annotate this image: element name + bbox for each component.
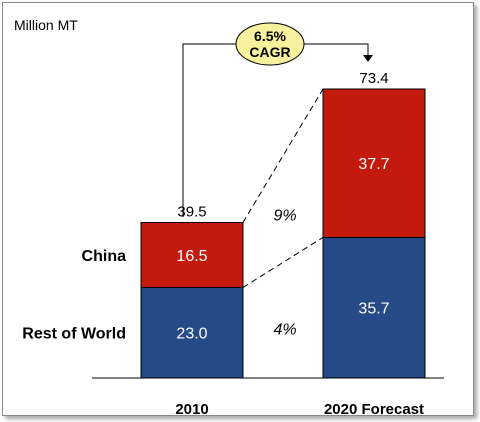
- series-label-rest-of-world: Rest of World: [22, 326, 126, 343]
- bar-rest-of-world-2010: [140, 286, 244, 379]
- x-tick-2010: 2010: [175, 401, 208, 418]
- total-label-2010: 39.5: [177, 203, 206, 220]
- cagr-rate: 6.5%: [254, 28, 286, 44]
- connector-line-segment-boundary: [242, 237, 324, 288]
- data-label-rest-of-world-2020-forecast: 35.7: [358, 301, 389, 318]
- x-tick-2020-forecast: 2020 Forecast: [324, 401, 424, 418]
- total-label-2020-forecast: 73.4: [359, 70, 388, 87]
- bar-china-2010: [140, 221, 244, 288]
- series-label-china: China: [82, 248, 127, 265]
- cagr-label: CAGR: [249, 44, 290, 60]
- bar-rest-of-world-2020-forecast: [322, 236, 426, 379]
- cagr-callout: 6.5% CAGR: [235, 22, 305, 66]
- unit-label: Million MT: [14, 17, 78, 33]
- data-label-china-2020-forecast: 37.7: [358, 156, 389, 173]
- bar-china-2020-forecast: [322, 88, 426, 238]
- growth-rate-rest-of-world: 4%: [273, 322, 296, 339]
- data-label-rest-of-world-2010: 23.0: [176, 326, 207, 343]
- data-label-china-2010: 16.5: [176, 248, 207, 265]
- connector-line-top: [242, 88, 324, 223]
- growth-rate-china: 9%: [273, 207, 296, 224]
